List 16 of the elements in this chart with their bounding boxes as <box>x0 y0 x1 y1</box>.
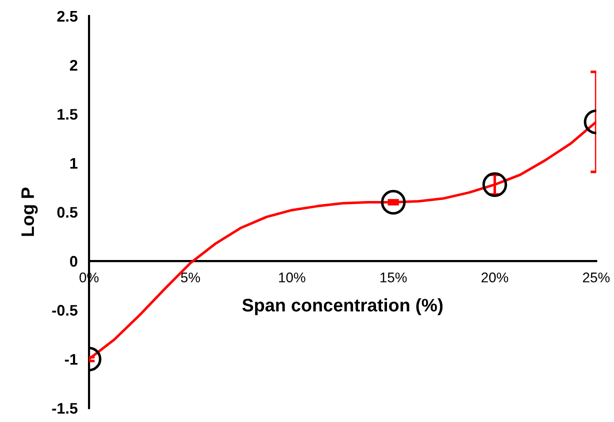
y-tick-label: 1.5 <box>58 109 78 120</box>
y-tick-label: -1.5 <box>52 403 78 414</box>
x-tick-label: 5% <box>180 272 200 282</box>
x-tick-label: 15% <box>380 272 407 282</box>
y-tick-label: 0.5 <box>57 206 78 218</box>
x-tick-label: 25% <box>582 272 610 282</box>
y-axis-title: Log P <box>21 188 38 236</box>
y-tick-label: 2 <box>70 60 78 71</box>
y-tick-label: 1 <box>70 158 78 169</box>
x-axis-title: Span concentration (%) <box>242 298 443 316</box>
y-tick-label: -1 <box>64 354 78 365</box>
y-tick-label: 2.5 <box>57 10 78 22</box>
x-tick-label: 20% <box>482 272 508 282</box>
y-tick-label: 0 <box>70 256 78 267</box>
x-tick-label: 10% <box>279 272 306 282</box>
y-tick-label: -0.5 <box>52 304 78 316</box>
